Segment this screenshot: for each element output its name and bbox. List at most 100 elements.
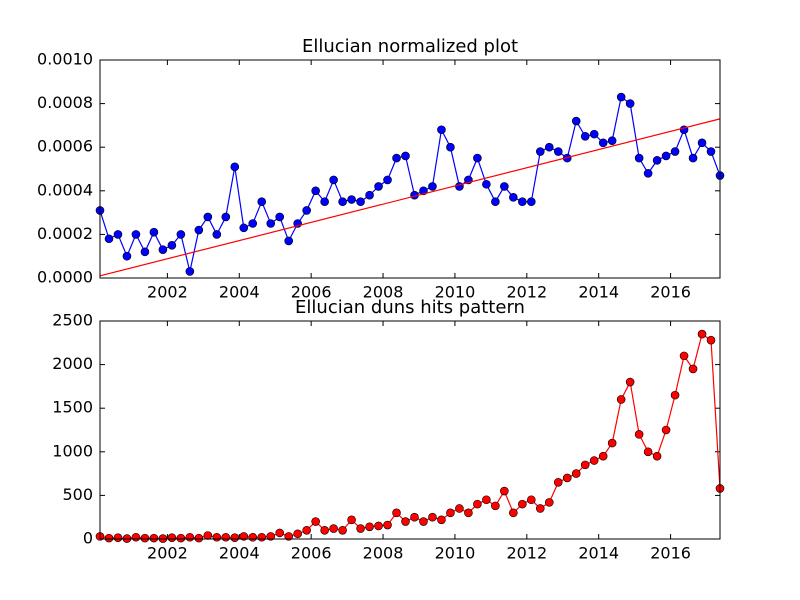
data-point [589,129,599,139]
data-point [140,247,150,257]
data-point [383,175,392,185]
x-tick-label: 2008 [363,283,404,302]
data-point [509,193,518,202]
data-point [104,234,114,244]
data-point [221,212,231,222]
data-point [266,219,276,228]
data-point [104,533,114,543]
data-point [338,525,347,535]
x-tick-label: 2010 [435,283,476,302]
data-point [553,147,563,156]
data-point [527,495,536,505]
data-point [562,473,572,483]
y-tick-label: 500 [62,485,93,504]
x-tick-label: 2012 [506,544,547,563]
x-tick-label: 2014 [578,544,619,563]
data-point [643,169,653,178]
data-point [616,92,626,102]
data-point [535,504,545,513]
x-tick-label: 2010 [435,544,476,563]
data-point [302,525,311,535]
data-point [266,532,276,541]
data-point [302,206,311,215]
data-point [158,245,168,254]
data-point [535,147,545,156]
data-point [437,515,446,525]
data-point [239,223,249,233]
data-point [356,197,365,206]
data-point [257,197,267,206]
data-point [203,531,213,540]
data-point [221,532,231,542]
x-tick-label: 2006 [291,544,332,563]
data-point [293,529,302,539]
data-point [347,515,356,525]
data-point [697,138,707,148]
x-tick-label: 2002 [147,283,188,302]
data-point [616,395,626,404]
data-point [275,212,285,222]
data-point [437,125,446,135]
data-point [167,533,177,542]
data-point [392,153,401,163]
data-point [131,532,141,542]
data-point [113,230,123,239]
y-tick-label: 0.0002 [37,224,93,243]
data-point [571,116,581,126]
data-point [212,230,222,239]
data-point [239,532,249,541]
data-point [356,524,365,533]
data-point [634,430,644,439]
data-point [311,186,320,196]
data-point [706,335,716,345]
data-point [518,197,527,206]
data-point [410,512,419,522]
data-point [509,508,518,518]
data-point [598,451,608,461]
data-point [320,197,329,206]
y-tick-label: 1500 [52,398,93,417]
data-point [122,251,132,261]
chart-title: Ellucian normalized plot [302,36,518,57]
data-point [688,364,698,374]
data-point [419,186,428,196]
data-point [149,533,159,543]
data-point [598,138,608,148]
data-point [527,197,536,206]
chart-title: Ellucian duns hits pattern [295,297,525,318]
data-point [500,486,509,496]
data-point [652,155,662,165]
data-point [643,447,653,457]
data-point [176,230,186,239]
data-point [347,195,356,204]
data-point [544,498,554,507]
data-point [257,532,267,542]
data-point [329,175,338,185]
data-point [661,151,671,161]
data-point [185,267,195,276]
data-point [212,532,222,542]
data-point [230,533,240,542]
data-point [365,522,374,532]
data-point [482,179,491,189]
axes-frame [99,320,721,540]
data-point [500,182,509,191]
x-tick-label: 2004 [219,544,260,563]
data-point [455,504,464,513]
data-point [275,528,285,538]
data-point [176,533,186,543]
data-point [374,521,383,531]
y-tick-label: 2500 [52,311,93,330]
data-point [571,469,581,478]
data-point [383,520,392,530]
data-point [688,153,698,163]
data-point [185,532,195,542]
data-point [607,438,617,448]
data-point [149,227,159,237]
series-line [99,96,721,272]
data-point [589,456,599,465]
data-point [320,525,329,535]
data-point [248,219,258,228]
y-tick-label: 0.0006 [37,137,93,156]
series-line [99,333,721,540]
